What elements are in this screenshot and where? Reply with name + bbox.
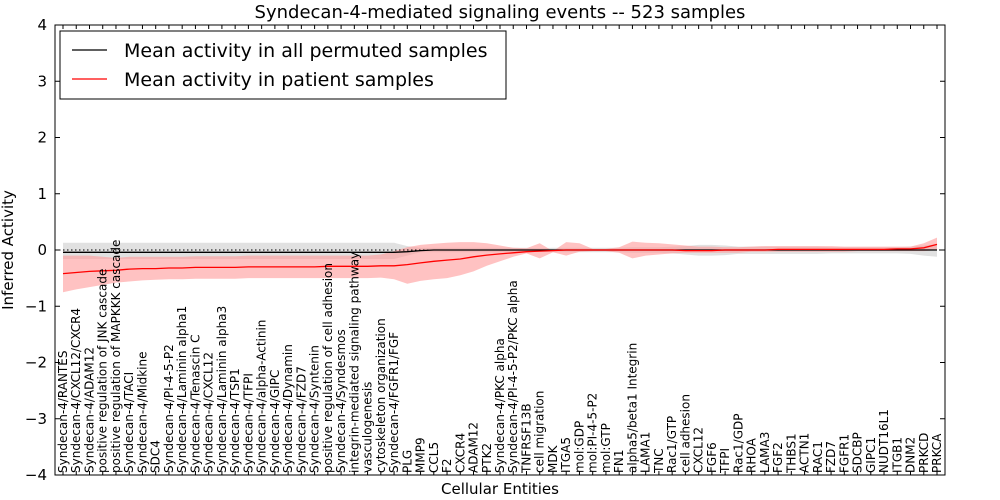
y-tick-label: 3 <box>37 72 47 90</box>
x-category-label: NUDT16L1 <box>877 409 891 473</box>
x-category-label: Syndecan-4/CXCL12/CXCR4 <box>69 308 83 473</box>
x-category-label: RAC1 <box>811 441 825 473</box>
x-category-label: SDC4 <box>149 440 163 473</box>
x-category-label: cell adhesion <box>678 394 692 473</box>
series-line-patient <box>62 243 938 275</box>
legend: Mean activity in all permuted samples Me… <box>59 30 507 100</box>
x-category-label: Syndecan-4/TSP1 <box>228 368 242 473</box>
x-category-label: Rac1/GTP <box>665 416 679 473</box>
y-tick-label: 2 <box>37 129 47 147</box>
confidence-bands <box>63 237 937 293</box>
x-category-label: vasculogenesis <box>361 382 375 473</box>
x-category-label: cytoskeleton organization <box>374 318 388 473</box>
legend-label-patient: Mean activity in patient samples <box>124 69 434 91</box>
band-patient <box>63 237 937 293</box>
x-category-label: Rac1/GDP <box>731 414 745 473</box>
x-category-label: Syndecan-4/TACI <box>122 372 136 473</box>
x-category-label: Syndecan-4/Midkine <box>136 352 150 473</box>
x-category-label: alpha5/beta1 Integrin <box>625 343 639 473</box>
x-category-label: positive regulation of MAPKKK cascade <box>109 240 123 473</box>
y-tick-label: 1 <box>37 185 47 203</box>
y-tick-label: −1 <box>25 297 47 315</box>
x-category-label: LAMA1 <box>639 432 653 473</box>
x-category-label: TFPI <box>718 448 732 474</box>
x-category-label: F2 <box>440 458 454 473</box>
x-category-label: cell migration <box>533 391 547 473</box>
x-category-label: FGF2 <box>771 442 785 473</box>
y-axis-ticks: −4 −3 −2 −1 0 1 2 3 4 <box>25 16 945 484</box>
x-category-label: Syndecan-4/Laminin alpha3 <box>215 306 229 473</box>
x-category-label: FGF6 <box>705 442 719 473</box>
x-axis-ticks <box>62 25 938 475</box>
x-category-label: FZD7 <box>824 441 838 473</box>
legend-box <box>59 30 507 100</box>
x-category-label: Syndecan-4/PI-4-5-P2 <box>162 344 176 473</box>
y-tick-label: −4 <box>25 466 47 484</box>
x-category-label: CXCL12 <box>692 427 706 473</box>
chart-title: Syndecan-4-mediated signaling events -- … <box>255 2 746 23</box>
x-category-label: FN1 <box>612 449 626 473</box>
x-category-label: CXCR4 <box>453 433 467 473</box>
x-category-label: Syndecan-4/PKC alpha <box>493 338 507 473</box>
x-category-label: ACTN1 <box>798 433 812 473</box>
x-axis-label: Cellular Entities <box>441 480 559 498</box>
x-category-label: RHOA <box>745 437 759 473</box>
x-category-label: GIPC1 <box>864 437 878 473</box>
x-category-label: positive regulation of JNK cascade <box>96 269 110 473</box>
x-category-label: Syndecan-4/CXCL12 <box>202 352 216 473</box>
x-category-label: integrin-mediated signaling pathway <box>347 252 361 473</box>
x-category-label: Syndecan-4/RANTES <box>56 351 70 473</box>
x-category-label: SDCBP <box>851 432 865 473</box>
x-category-label: Syndecan-4/Dynamin <box>281 344 295 473</box>
x-category-label: PLG <box>400 450 414 473</box>
x-category-label: MMP9 <box>414 437 428 473</box>
x-category-label: Syndecan-4/Tenascin C <box>188 334 202 473</box>
x-category-label: ITGB1 <box>890 437 904 473</box>
series-lines <box>62 243 938 275</box>
x-category-label: CCL5 <box>427 442 441 473</box>
x-category-label: Syndecan-4/Laminin alpha1 <box>175 306 189 473</box>
x-category-label: THBS1 <box>784 433 798 474</box>
x-category-label: TNFRSF13B <box>520 403 534 474</box>
x-category-label: FGFR1 <box>837 434 851 473</box>
x-category-label: TNC <box>652 448 666 474</box>
y-tick-label: 0 <box>37 241 47 259</box>
x-category-label: mol:PI-4-5-P2 <box>586 393 600 473</box>
x-category-label: Syndecan-4/alpha-Actinin <box>255 320 269 473</box>
x-category-label: mol:GTP <box>599 423 613 473</box>
x-category-label: Syndecan-4/FGFR1/FGF <box>387 332 401 473</box>
x-category-label: PRKCD <box>917 433 931 473</box>
y-axis-label: Inferred Activity <box>0 190 17 310</box>
legend-label-permuted: Mean activity in all permuted samples <box>124 40 487 62</box>
x-category-label: LAMA3 <box>758 432 772 473</box>
y-tick-label: −3 <box>25 410 47 428</box>
y-tick-label: 4 <box>37 16 47 34</box>
x-category-label: Syndecan-4/Syndesmos <box>334 329 348 473</box>
x-category-label: Syndecan-4/FZD7 <box>294 366 308 473</box>
y-tick-label: −2 <box>25 354 47 372</box>
x-category-label: ITGA5 <box>559 437 573 473</box>
x-category-label: MDK <box>546 444 560 473</box>
x-category-label: PRKCA <box>930 433 944 473</box>
x-category-label: DNM2 <box>904 437 918 473</box>
x-category-label: positive regulation of cell adhesion <box>321 263 335 473</box>
x-axis-category-labels: Syndecan-4/RANTES Syndecan-4/CXCL12/CXCR4… <box>56 240 944 474</box>
x-category-label: PTK2 <box>480 443 494 473</box>
x-category-label: Syndecan-4/Syntenin <box>308 345 322 473</box>
x-category-label: Syndecan-4/GIPC <box>268 370 282 473</box>
x-category-label: ADAM12 <box>467 422 481 473</box>
x-category-label: Syndecan-4/PI-4-5-P2/PKC alpha <box>506 280 520 473</box>
x-category-label: Syndecan-4/ADAM12 <box>83 347 97 473</box>
x-category-label: mol:GDP <box>573 421 587 473</box>
x-category-label: Syndecan-4/TFPI <box>241 373 255 473</box>
